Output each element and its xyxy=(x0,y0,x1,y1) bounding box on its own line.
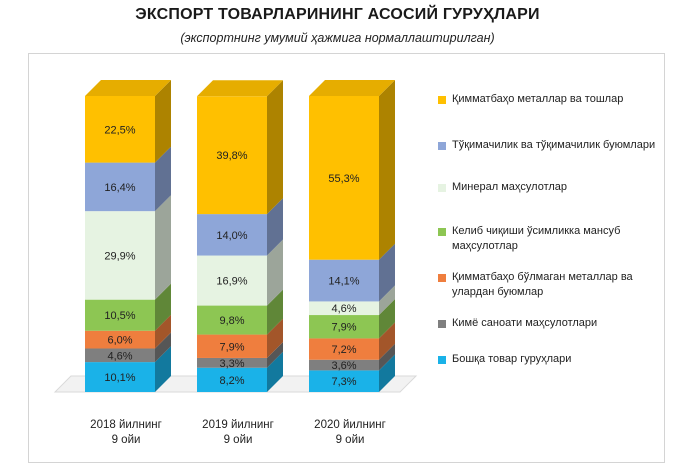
bar-stack-3: 7,3% 3,6% 7,2% 7,9% 4,6% 14,1% 55,3% xyxy=(309,80,395,392)
bar-top xyxy=(85,80,171,96)
bar-segment-side xyxy=(379,354,395,392)
legend-swatch xyxy=(438,184,446,192)
chart-title: ЭКСПОРТ ТОВАРЛАРИНИНГ АСОСИЙ ГУРУҲЛАРИ xyxy=(135,6,540,23)
legend-swatch xyxy=(438,274,446,282)
bar-segment xyxy=(197,367,267,392)
bar-segment-side xyxy=(155,346,171,392)
bar-segment xyxy=(197,305,267,335)
bar-top xyxy=(309,80,395,96)
legend-item: Қимматбаҳо бўлмаган металлар ва улардан … xyxy=(438,270,668,300)
bar-segment-side xyxy=(155,314,171,349)
bar-segment xyxy=(85,211,155,300)
legend-label: Қимматбаҳо бўлмаган металлар ва улардан … xyxy=(452,271,633,298)
bar-segment-side xyxy=(267,198,283,256)
data-label: 16,4% xyxy=(104,182,135,194)
data-label: 39,8% xyxy=(216,150,247,162)
legend-item: Қимматбаҳо металлар ва тошлар xyxy=(438,92,668,107)
legend-item: Минерал маҳсулотлар xyxy=(438,180,668,195)
bar-stack-1: 10,1% 4,6% 6,0% 10,5% 29,9% 16,4% 22,5% xyxy=(85,80,171,392)
data-label: 9,8% xyxy=(219,315,244,327)
category-label: 9 ойи xyxy=(112,434,141,446)
bar-segment xyxy=(85,162,155,212)
legend-item: Тўқимачилик ва тўқимачилик буюмлари xyxy=(438,138,668,153)
bar-top xyxy=(197,80,283,97)
bar-segment-side xyxy=(155,146,171,212)
data-label: 22,5% xyxy=(104,124,135,136)
data-label: 3,6% xyxy=(331,360,356,372)
legend-swatch xyxy=(438,320,446,328)
legend-label: Кимё саноати маҳсулотлари xyxy=(452,317,598,329)
legend-item: Келиб чиқиши ўсимликка мансуб маҳсулотла… xyxy=(438,224,668,254)
bar-segment xyxy=(85,299,155,331)
bar-segment xyxy=(85,96,155,163)
data-label: 6,0% xyxy=(107,335,132,347)
bar-segment xyxy=(309,370,379,392)
bar-segment xyxy=(85,330,155,349)
legend-swatch xyxy=(438,96,446,104)
bar-segment-side xyxy=(267,289,283,335)
bar-segment-side xyxy=(379,322,395,360)
data-label: 3,3% xyxy=(219,358,244,370)
data-label: 29,9% xyxy=(104,250,135,262)
legend-label: Минерал маҳсулотлар xyxy=(452,181,568,193)
category-label: 2019 йилнинг xyxy=(202,419,274,431)
bar-segment-side xyxy=(155,80,171,163)
bar-segment-side xyxy=(379,285,395,316)
data-label: 7,3% xyxy=(331,376,356,388)
chart-subtitle: (экспортнинг умумий ҳажмига нормаллаштир… xyxy=(180,31,495,45)
data-label: 4,6% xyxy=(331,303,356,315)
bar-segment-side xyxy=(267,80,283,215)
category-label: 2018 йилнинг xyxy=(90,419,162,431)
data-label: 10,1% xyxy=(104,372,135,384)
legend-label: Бошқа товар гуруҳлари xyxy=(452,353,572,365)
bar-segment-side xyxy=(155,332,171,363)
data-label: 14,1% xyxy=(328,276,359,288)
bar-segment-side xyxy=(267,351,283,392)
bar-segment-side xyxy=(267,318,283,358)
bar-segment xyxy=(197,255,267,306)
bar-segment xyxy=(85,362,155,392)
bar-segment-side xyxy=(379,243,395,302)
legend-swatch xyxy=(438,356,446,364)
bar-segment xyxy=(309,315,379,339)
legend-swatch xyxy=(438,228,446,236)
bar-segment xyxy=(309,338,379,360)
category-label: 2020 йилнинг xyxy=(314,419,386,431)
bar-segment-side xyxy=(267,239,283,306)
data-label: 14,0% xyxy=(216,230,247,242)
bar-segment xyxy=(309,359,379,371)
bar-segment-side xyxy=(155,283,171,331)
legend-item: Бошқа товар гуруҳлари xyxy=(438,352,668,367)
data-label: 7,9% xyxy=(219,341,244,353)
bar-segment-side xyxy=(379,80,395,260)
bar-stack-2: 8,2% 3,3% 7,9% 9,8% 16,9% 14,0% 39,8% xyxy=(197,80,283,392)
bar-segment-side xyxy=(379,343,395,371)
data-label: 8,2% xyxy=(219,375,244,387)
bar-segment xyxy=(309,96,379,260)
legend-item: Кимё саноати маҳсулотлари xyxy=(438,316,668,331)
bar-segment xyxy=(197,334,267,358)
data-label: 10,5% xyxy=(104,310,135,322)
bar-segment xyxy=(197,96,267,215)
bar-segment xyxy=(309,301,379,316)
legend-label: Қимматбаҳо металлар ва тошлар xyxy=(452,93,624,105)
legend-swatch xyxy=(438,142,446,150)
bar-segment-side xyxy=(379,299,395,339)
legend-label: Тўқимачилик ва тўқимачилик буюмлари xyxy=(452,139,656,151)
data-label: 4,6% xyxy=(107,350,132,362)
category-label: 9 ойи xyxy=(336,434,365,446)
bar-segment-side xyxy=(267,341,283,368)
data-label: 16,9% xyxy=(216,276,247,288)
legend-label: Келиб чиқиши ўсимликка мансуб маҳсулотла… xyxy=(452,225,621,252)
data-label: 55,3% xyxy=(328,173,359,185)
bar-segment xyxy=(309,259,379,302)
bar-segment xyxy=(197,357,267,368)
bar-segment-side xyxy=(155,195,171,300)
data-label: 7,9% xyxy=(331,322,356,334)
category-label: 9 ойи xyxy=(224,434,253,446)
bar-segment xyxy=(85,348,155,363)
data-label: 7,2% xyxy=(331,344,356,356)
bar-segment xyxy=(197,214,267,256)
